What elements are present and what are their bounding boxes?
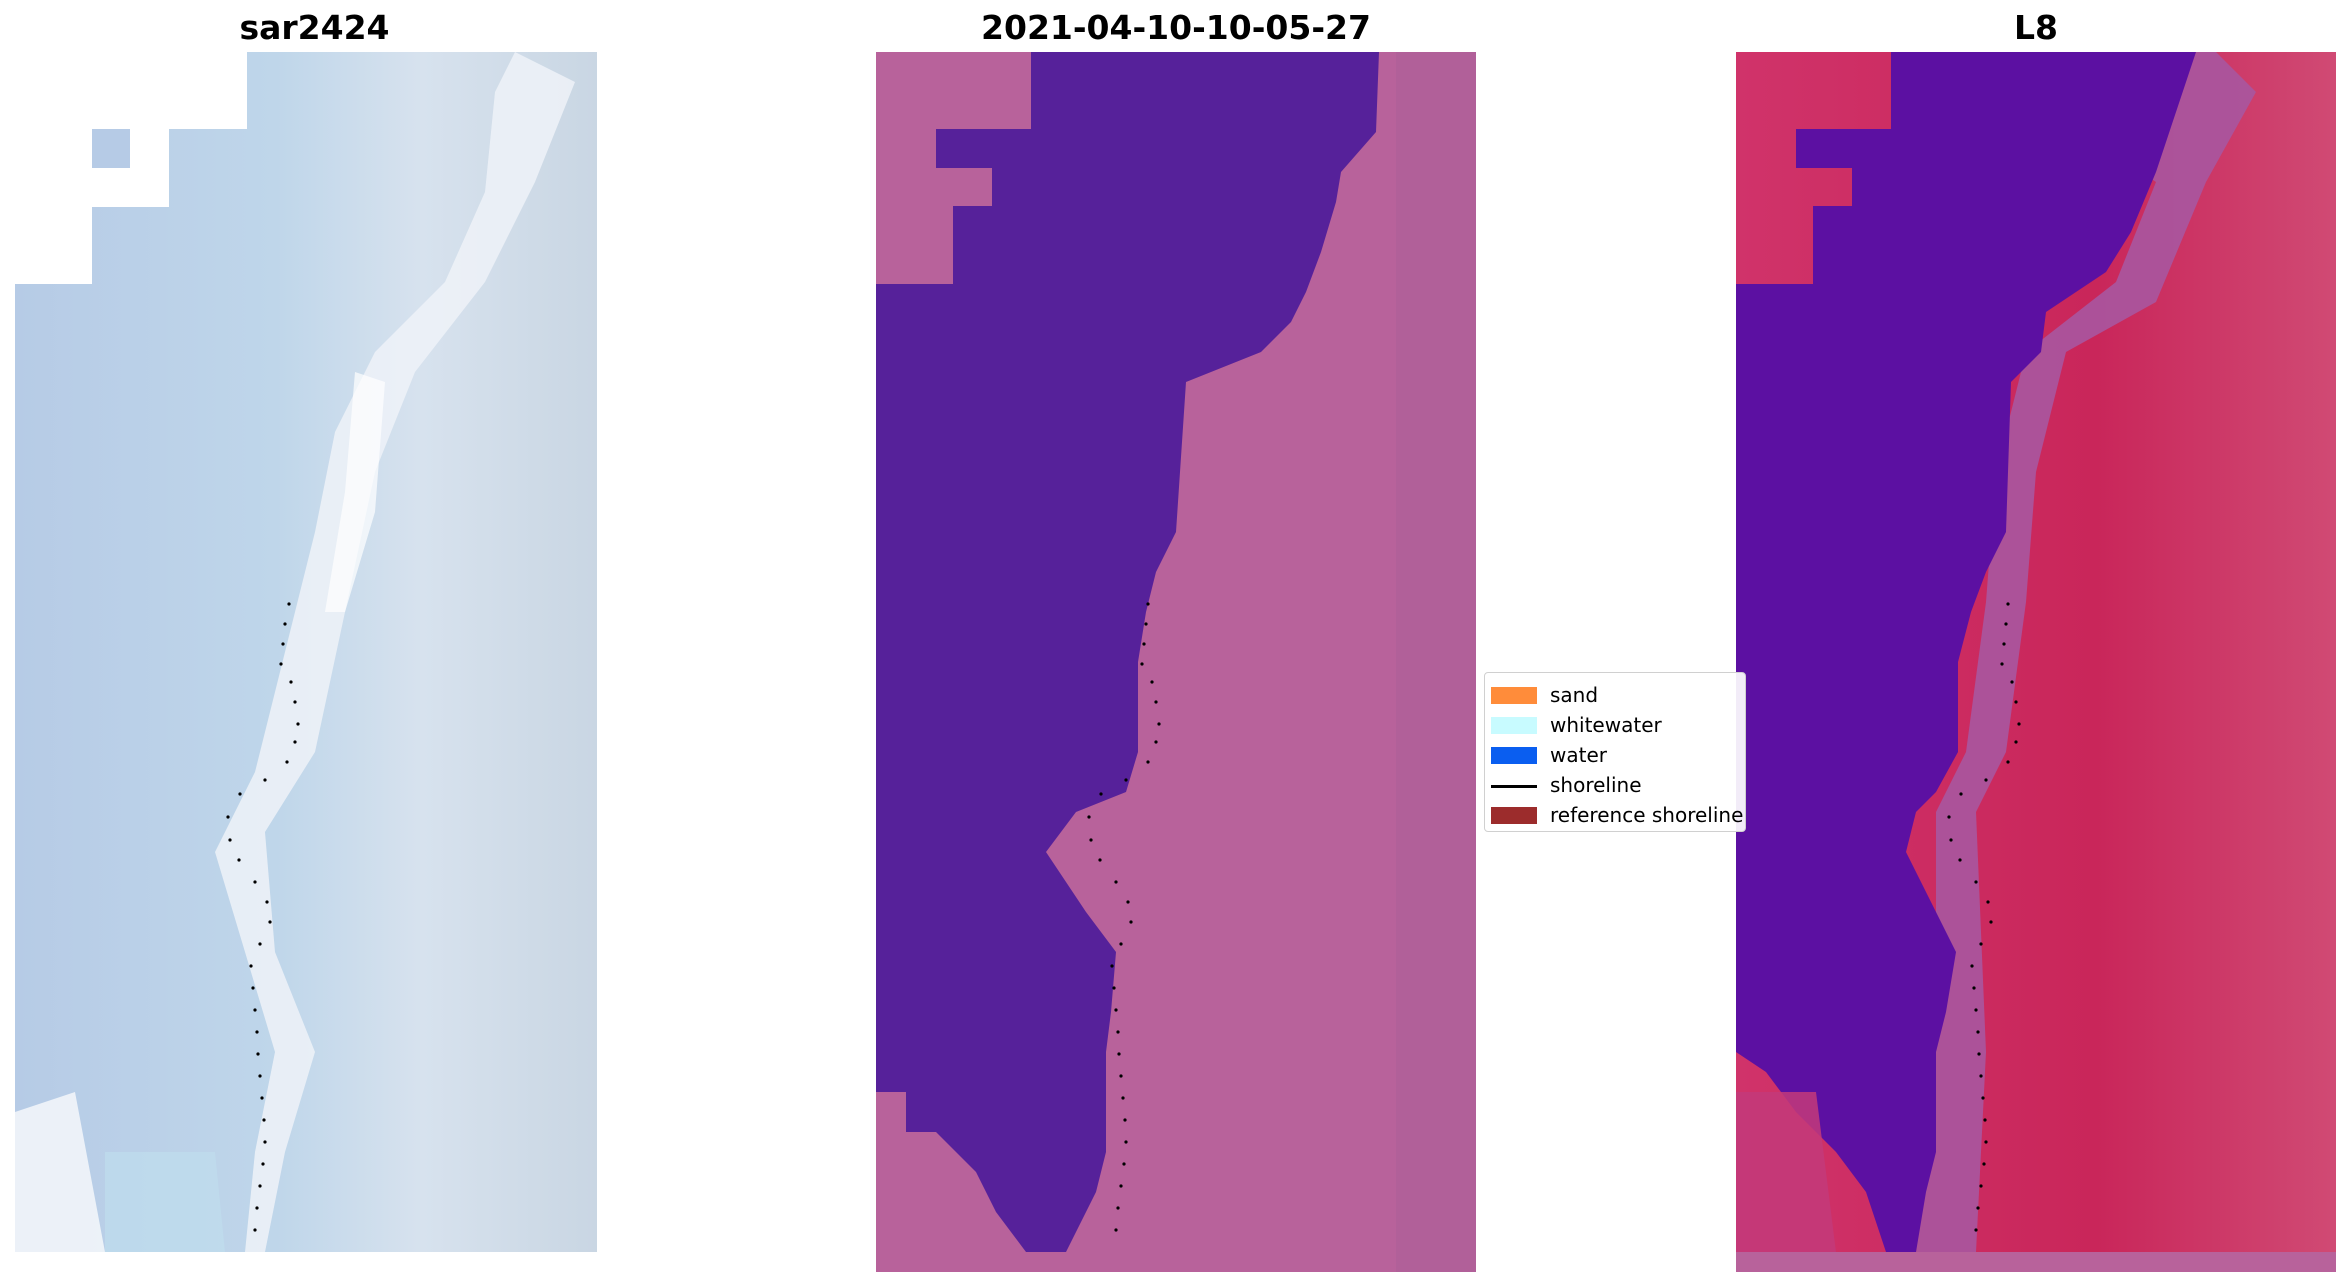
- legend-item-water: water: [1485, 741, 1745, 771]
- legend-swatch-reference-shoreline: [1491, 807, 1537, 824]
- legend-label-reference-shoreline: reference shoreline: [1550, 803, 1744, 827]
- legend-label-water: water: [1550, 743, 1607, 767]
- rgb-image-panel: [15, 52, 597, 1252]
- legend-swatch-water: [1491, 747, 1537, 764]
- mndwi-shoreline: [1947, 602, 2021, 1232]
- legend-swatch-whitewater: [1491, 717, 1537, 734]
- legend-item-shoreline: shoreline: [1485, 771, 1745, 801]
- mndwi-image: [1736, 52, 2336, 1272]
- classification-panel: [876, 52, 1476, 1272]
- legend-item-sand: sand: [1485, 681, 1745, 711]
- panel-title-classification: 2021-04-10-10-05-27: [981, 8, 1371, 47]
- legend-line-shoreline: [1491, 785, 1537, 788]
- panel-title-rgb: sar2424: [239, 8, 390, 47]
- legend-label-whitewater: whitewater: [1550, 713, 1662, 737]
- rgb-shoreline: [226, 602, 300, 1232]
- legend-swatch-sand: [1491, 687, 1537, 704]
- legend-label-shoreline: shoreline: [1550, 773, 1642, 797]
- legend-item-whitewater: whitewater: [1485, 711, 1745, 741]
- mndwi-panel: [1736, 52, 2336, 1272]
- classification-shoreline: [1087, 602, 1161, 1232]
- legend: sand whitewater water shoreline referenc…: [1484, 672, 1746, 832]
- rgb-image: [15, 52, 597, 1252]
- classification-image: [876, 52, 1476, 1272]
- legend-label-sand: sand: [1550, 683, 1599, 707]
- legend-item-reference-shoreline: reference shoreline: [1485, 801, 1745, 831]
- panel-title-mndwi: L8: [2014, 8, 2058, 47]
